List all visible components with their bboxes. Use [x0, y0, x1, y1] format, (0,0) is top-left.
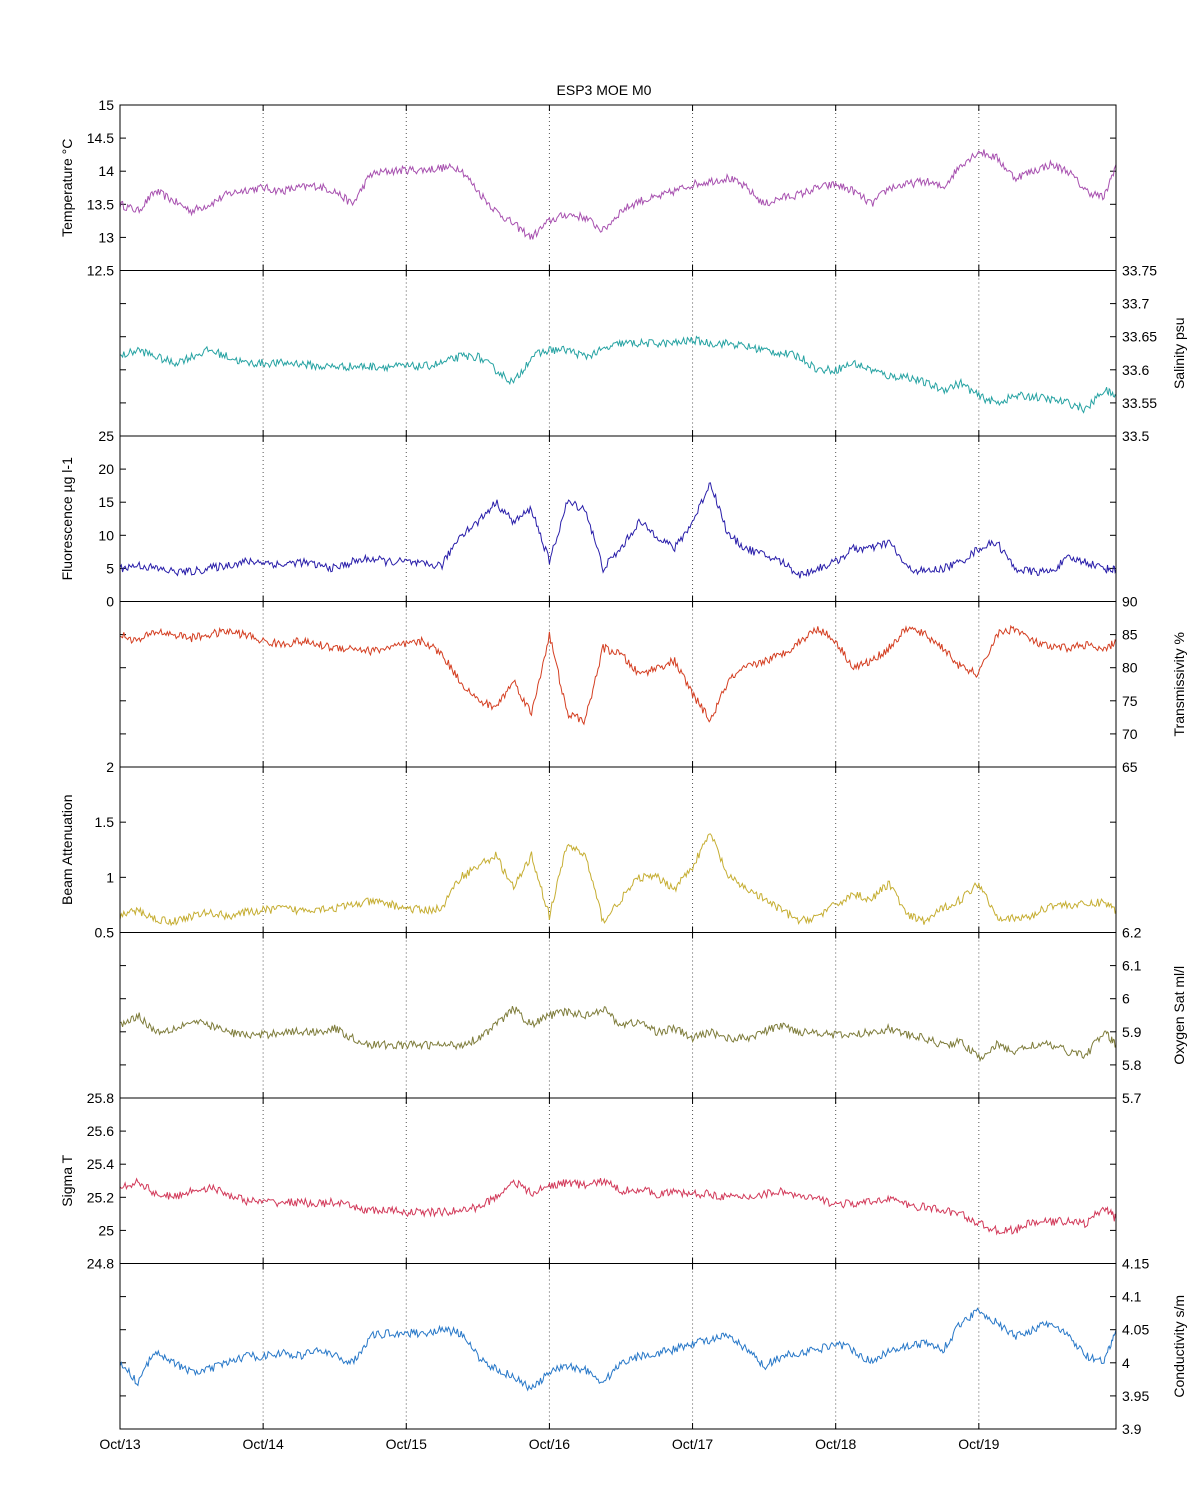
ytick-label-sigma_t: 24.8	[87, 1256, 114, 1272]
ytick-label-salinity: 33.65	[1122, 329, 1157, 345]
ylabel-conductivity: Conductivity s/m	[1171, 1295, 1187, 1398]
ytick-label-fluorescence: 0	[106, 594, 114, 610]
ytick-label-salinity: 33.6	[1122, 362, 1149, 378]
panel-frame-conductivity	[119, 1263, 1117, 1430]
ytick-label-temperature: 12.5	[87, 263, 114, 279]
ytick-label-transmissivity: 80	[1122, 660, 1138, 676]
ytick-label-oxygen_sat: 5.7	[1122, 1090, 1142, 1106]
xtick-label: Oct/18	[815, 1436, 856, 1452]
series-line-salinity	[119, 335, 1117, 414]
ytick-label-sigma_t: 25.6	[87, 1123, 114, 1139]
series-line-transmissivity	[119, 624, 1117, 726]
ytick-label-conductivity: 4.05	[1122, 1322, 1149, 1338]
ytick-label-transmissivity: 90	[1122, 594, 1138, 610]
xtick-label: Oct/19	[958, 1436, 999, 1452]
ytick-label-salinity: 33.75	[1122, 263, 1157, 279]
ytick-label-conductivity: 3.95	[1122, 1388, 1149, 1404]
series-line-oxygen_sat	[119, 1005, 1117, 1063]
ytick-label-fluorescence: 5	[106, 560, 114, 576]
panel-conductivity: 3.9 3.95 4 4.05 4.1 4.15 Conductivity s/m	[119, 1256, 1187, 1437]
ytick-label-transmissivity: 70	[1122, 726, 1138, 742]
ytick-label-fluorescence: 10	[98, 527, 114, 543]
ytick-label-salinity: 33.5	[1122, 428, 1149, 444]
ytick-label-conductivity: 4.15	[1122, 1256, 1149, 1272]
series-line-conductivity	[119, 1307, 1117, 1392]
ylabel-transmissivity: Transmissivity %	[1171, 632, 1187, 737]
ytick-label-transmissivity: 65	[1122, 759, 1138, 775]
series-line-fluorescence	[119, 482, 1117, 579]
ylabel-beam_attenuation: Beam Attenuation	[59, 794, 75, 905]
xtick-label: Oct/17	[672, 1436, 713, 1452]
ytick-label-beam_attenuation: 1.5	[95, 814, 115, 830]
ylabel-fluorescence: Fluorescence µg l-1	[59, 457, 75, 580]
ylabel-salinity: Salinity psu	[1171, 317, 1187, 389]
ytick-label-salinity: 33.55	[1122, 395, 1157, 411]
ytick-label-beam_attenuation: 0.5	[95, 925, 115, 941]
ytick-label-oxygen_sat: 6.1	[1122, 958, 1142, 974]
ytick-label-beam_attenuation: 1	[106, 869, 114, 885]
ytick-label-temperature: 14.5	[87, 130, 114, 146]
ytick-label-conductivity: 4.1	[1122, 1289, 1142, 1305]
ytick-label-temperature: 13	[98, 229, 114, 245]
ytick-label-oxygen_sat: 5.9	[1122, 1024, 1142, 1040]
panel-beam_attenuation: 0.5 1 1.5 2 Beam Attenuation	[59, 759, 1117, 941]
ylabel-oxygen_sat: Oxygen Sat ml/l	[1171, 966, 1187, 1065]
ytick-label-fluorescence: 25	[98, 428, 114, 444]
ytick-label-temperature: 14	[98, 163, 114, 179]
ytick-label-sigma_t: 25	[98, 1222, 114, 1238]
ylabel-sigma_t: Sigma T	[59, 1154, 75, 1206]
xtick-label: Oct/14	[243, 1436, 284, 1452]
series-line-temperature	[119, 149, 1117, 240]
panel-transmissivity: 65 70 75 80 85 90 Transmissivity %	[119, 594, 1187, 775]
ytick-label-transmissivity: 75	[1122, 693, 1138, 709]
series-line-beam_attenuation	[119, 833, 1117, 927]
ytick-label-sigma_t: 25.4	[87, 1156, 114, 1172]
ytick-label-fluorescence: 15	[98, 494, 114, 510]
ytick-label-beam_attenuation: 2	[106, 759, 114, 775]
ytick-label-oxygen_sat: 5.8	[1122, 1057, 1142, 1073]
ytick-label-sigma_t: 25.2	[87, 1189, 114, 1205]
ytick-label-oxygen_sat: 6.2	[1122, 925, 1142, 941]
x-axis-labels: Oct/13 Oct/14 Oct/15 Oct/16 Oct/17 Oct/18 Oct/…	[99, 1436, 999, 1452]
xtick-label: Oct/16	[529, 1436, 570, 1452]
ytick-label-conductivity: 4	[1122, 1355, 1130, 1371]
xtick-label: Oct/13	[99, 1436, 140, 1452]
panel-salinity: 33.5 33.55 33.6 33.65 33.7 33.75 Salinity psu	[119, 263, 1187, 444]
ytick-label-transmissivity: 85	[1122, 627, 1138, 643]
ytick-label-conductivity: 3.9	[1122, 1421, 1142, 1437]
series-line-sigma_t	[119, 1177, 1117, 1236]
ytick-label-fluorescence: 20	[98, 461, 114, 477]
xtick-label: Oct/15	[386, 1436, 427, 1452]
panel-temperature: 12.5 13 13.5 14 14.5 15 Temperature °C	[59, 97, 1117, 279]
ytick-label-temperature: 15	[98, 97, 114, 113]
ytick-label-sigma_t: 25.8	[87, 1090, 114, 1106]
ytick-label-temperature: 13.5	[87, 196, 114, 212]
chart-title: ESP3 MOE M0	[557, 82, 652, 98]
ylabel-temperature: Temperature °C	[59, 139, 75, 237]
ytick-label-oxygen_sat: 6	[1122, 991, 1130, 1007]
ytick-label-salinity: 33.7	[1122, 296, 1149, 312]
